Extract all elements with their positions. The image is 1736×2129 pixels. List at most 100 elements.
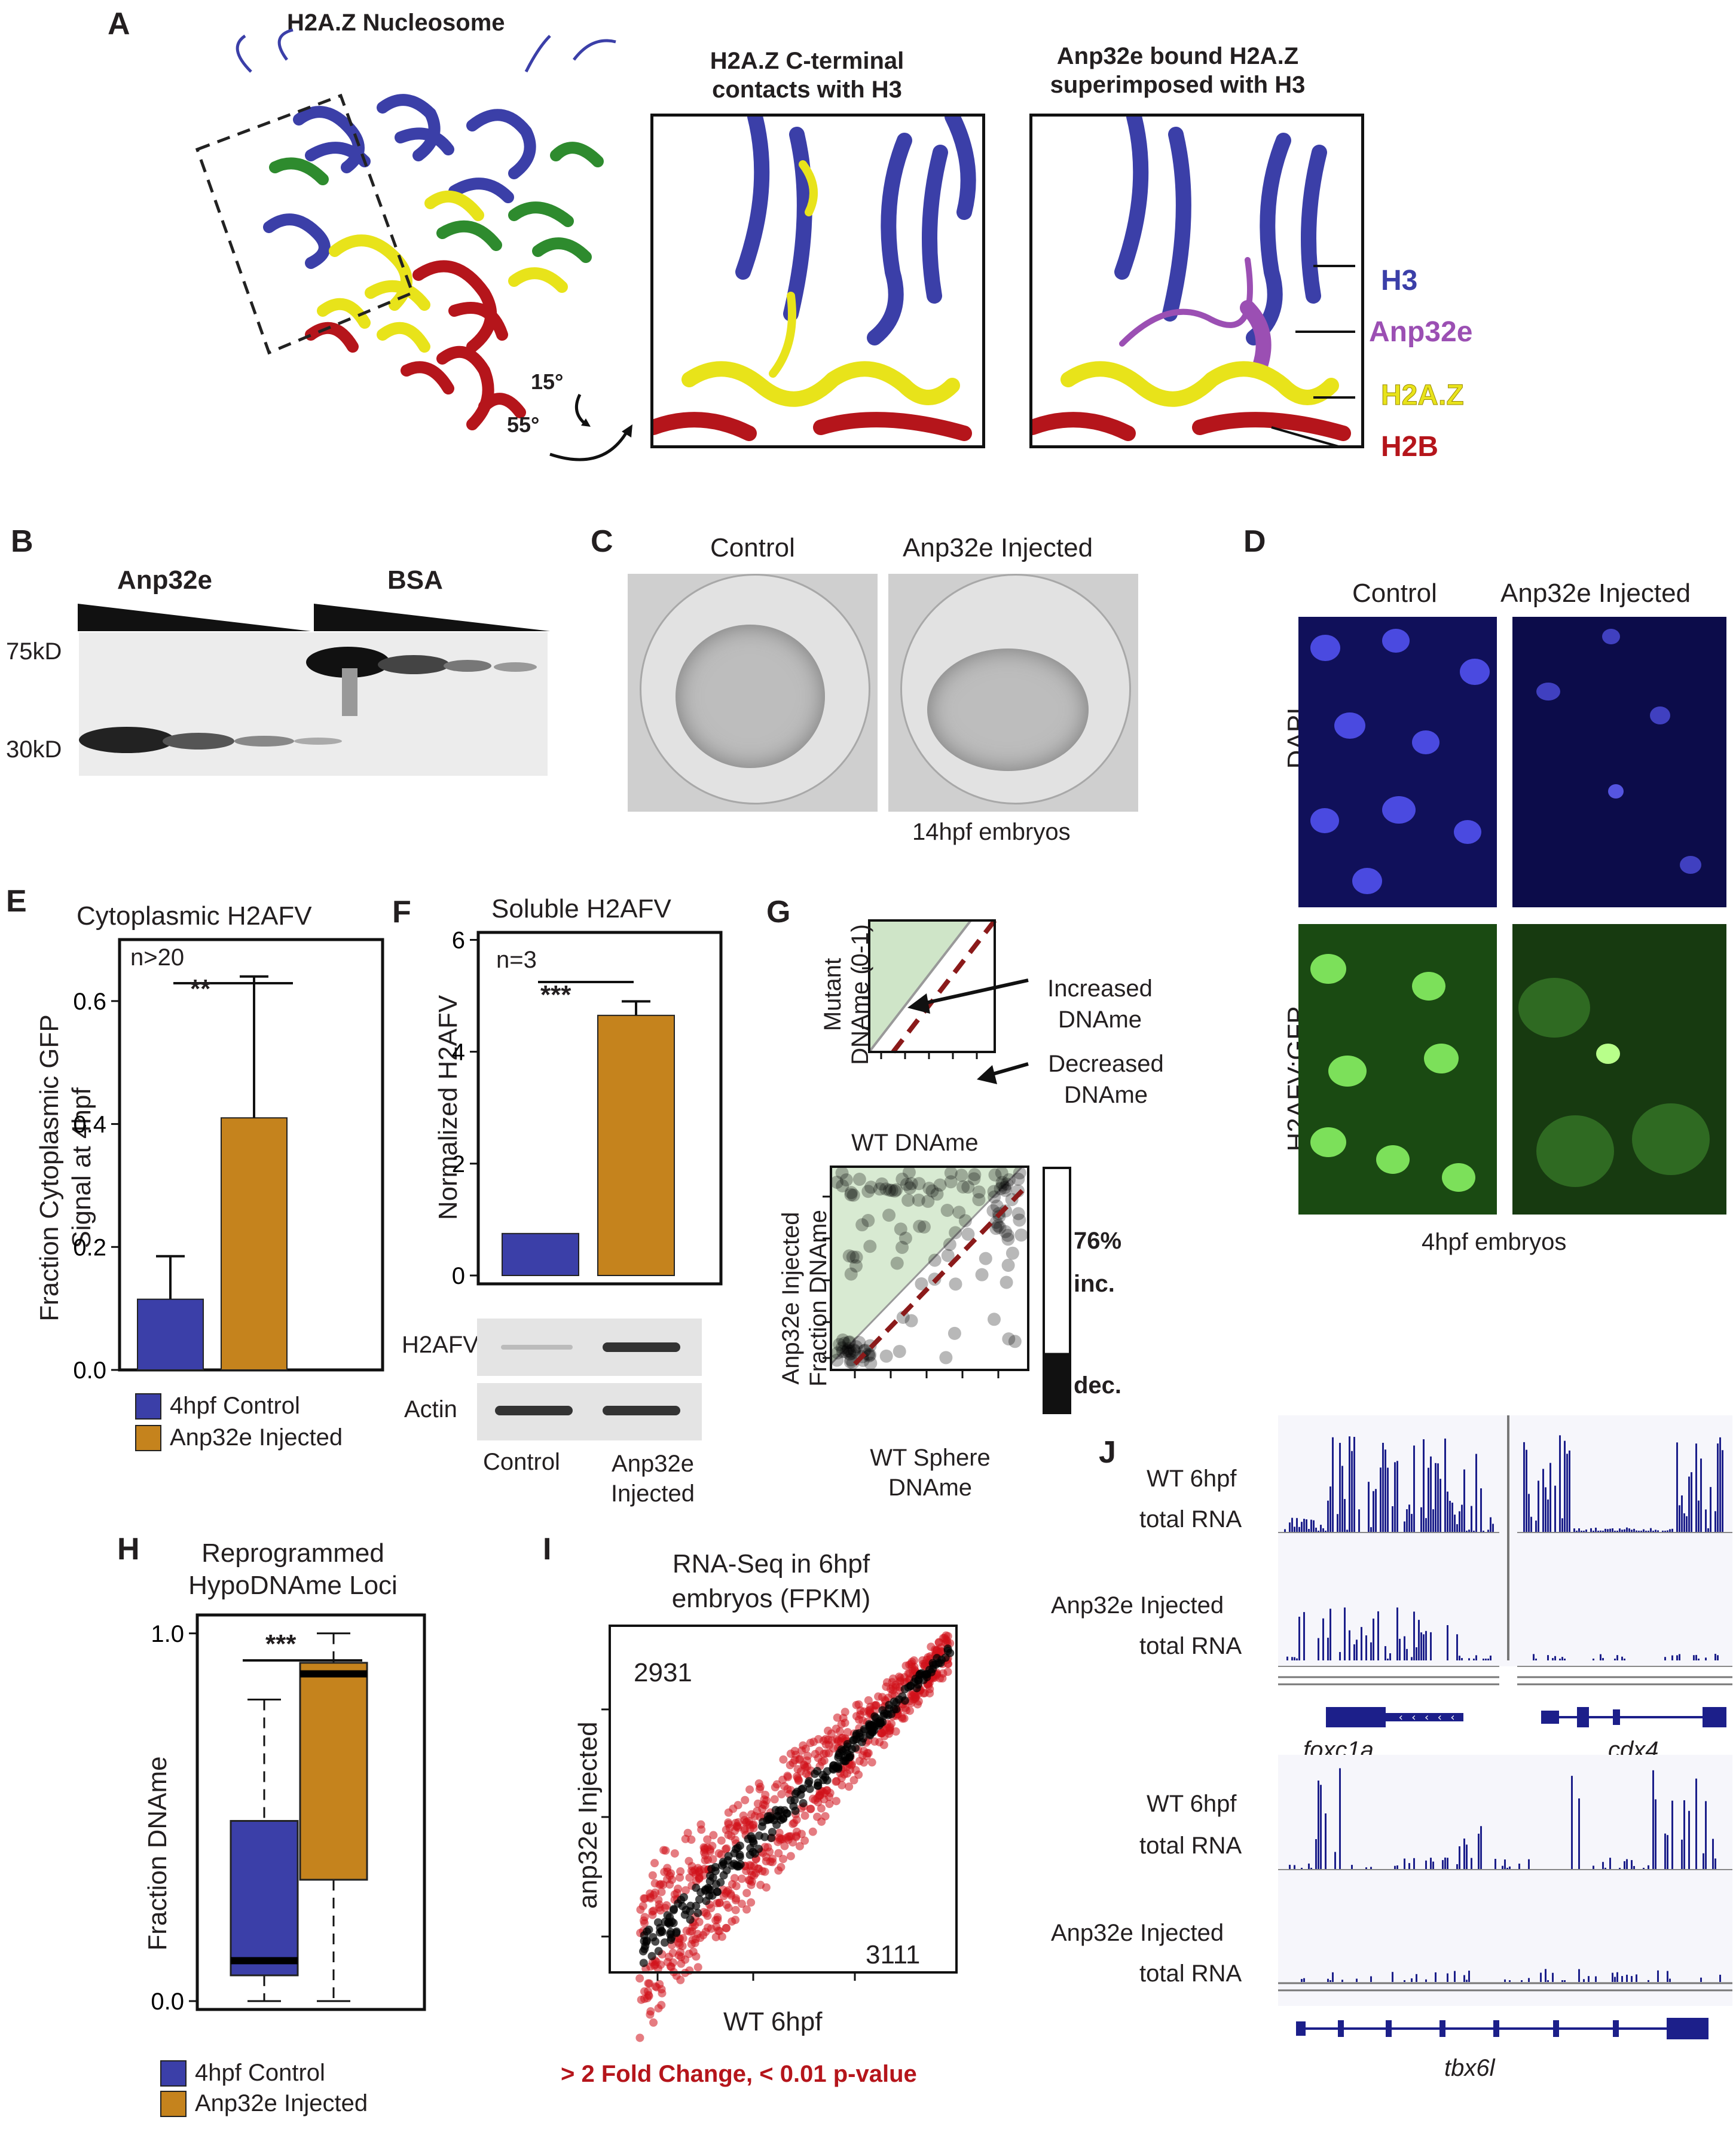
i-point-changed xyxy=(747,1898,756,1907)
i-point xyxy=(811,1769,820,1778)
j-coverage-bar xyxy=(1308,1863,1310,1870)
j-coverage-bar xyxy=(1339,1651,1341,1660)
j-gene-model-tbx6l xyxy=(1296,2018,1709,2039)
j-coverage-bar xyxy=(1356,1978,1358,1982)
j-coverage-bar xyxy=(1686,1516,1688,1532)
j-coverage-bar xyxy=(1671,1528,1673,1532)
i-point-changed xyxy=(870,1737,879,1746)
g-point xyxy=(846,1250,860,1264)
i-point xyxy=(843,1742,852,1751)
i-point-changed xyxy=(806,1804,815,1813)
panel-h-title-1: Reprogrammed xyxy=(201,1538,384,1568)
g-point xyxy=(958,1214,972,1228)
j-coverage-bar xyxy=(1569,1450,1570,1532)
g-point xyxy=(852,1173,866,1186)
j-coverage-bar xyxy=(1600,1654,1601,1660)
g-point xyxy=(864,1356,878,1370)
j-coverage-bar xyxy=(1683,1513,1685,1532)
j-coverage-bar xyxy=(1387,1659,1389,1660)
j-coverage-bar xyxy=(1475,1454,1477,1532)
j-track4-line2: total RNA xyxy=(1139,1960,1242,1987)
f-ytick-label: 2 xyxy=(452,1151,465,1177)
j-coverage-bar xyxy=(1449,1501,1451,1532)
panel-g-schem-xlabel: WT DNAme xyxy=(851,1130,979,1156)
j-coverage-bar xyxy=(1425,1518,1427,1532)
j-coverage-bar xyxy=(1368,1482,1370,1532)
g-point xyxy=(915,1277,928,1291)
panel-g-scatter xyxy=(823,1166,1029,1378)
j-coverage-bar xyxy=(1301,1522,1303,1532)
j-coverage-bar xyxy=(1619,1868,1621,1870)
j-coverage-bar xyxy=(1604,1528,1606,1532)
i-point-changed xyxy=(920,1688,929,1697)
i-point-changed xyxy=(939,1669,948,1678)
i-point-changed xyxy=(724,1820,733,1829)
j-coverage-bar xyxy=(1463,1839,1465,1870)
g-point xyxy=(933,1178,947,1192)
j-coverage-bar xyxy=(1351,1451,1353,1532)
g-point xyxy=(893,1345,906,1359)
j-coverage-bar xyxy=(1480,1488,1482,1532)
j-coverage-bar xyxy=(1722,1450,1723,1532)
i-point-changed xyxy=(678,1941,687,1950)
g-point xyxy=(972,1185,986,1199)
j-coverage-bar xyxy=(1399,1638,1401,1660)
panel-i-title: RNA-Seq in 6hpf embryos (FPKM) xyxy=(634,1547,909,1616)
j-coverage-bar xyxy=(1411,1978,1413,1982)
j-coverage-bar xyxy=(1329,1980,1331,1982)
j-coverage-bar xyxy=(1432,1861,1434,1870)
i-point-changed xyxy=(821,1749,830,1758)
panel-h-significance: *** xyxy=(265,1629,297,1659)
j-coverage-bar xyxy=(1693,1655,1695,1660)
j-coverage-bar xyxy=(1595,1527,1597,1532)
g-point xyxy=(956,1180,970,1194)
rotation-label-15: 15° xyxy=(531,369,564,394)
g-point xyxy=(967,1172,981,1186)
j-coverage-bar xyxy=(1344,1607,1346,1660)
g-point xyxy=(848,1344,861,1358)
i-point-changed xyxy=(737,1899,746,1908)
panel-h-label: H xyxy=(117,1532,140,1567)
i-point xyxy=(717,1861,726,1870)
i-point-changed xyxy=(817,1757,826,1766)
i-point-changed xyxy=(742,1905,751,1914)
j-track2-line1: Anp32e Injected xyxy=(1051,1592,1224,1619)
i-point xyxy=(814,1778,823,1787)
g-point xyxy=(879,1182,893,1196)
j-coverage-bar xyxy=(1473,1659,1475,1660)
rotation-arrow-icon xyxy=(549,393,632,461)
i-point-changed xyxy=(824,1726,833,1735)
j-coverage-bar xyxy=(1337,1514,1338,1532)
panel-c-caption: 14hpf embryos xyxy=(912,819,1071,845)
i-point-changed xyxy=(697,1825,706,1834)
g-point xyxy=(841,1344,855,1357)
j-coverage-bar xyxy=(1542,1469,1544,1532)
j-coverage-bar xyxy=(1471,1506,1472,1532)
i-point-changed xyxy=(833,1713,842,1722)
j-coverage-bar xyxy=(1583,1979,1585,1982)
j-coverage-bar xyxy=(1571,1776,1573,1870)
j-coverage-bar xyxy=(1370,1527,1372,1532)
i-point-changed xyxy=(728,1917,736,1926)
j-coverage-bar xyxy=(1339,1768,1341,1870)
i-point-changed xyxy=(653,1964,662,1973)
embryo-injected-image xyxy=(888,574,1138,812)
g-point xyxy=(888,1184,901,1198)
g-point xyxy=(1013,1213,1026,1227)
i-point xyxy=(748,1837,757,1846)
j-coverage-bar xyxy=(1643,1868,1645,1870)
j-coverage-bar xyxy=(1490,1517,1492,1532)
i-point-changed xyxy=(753,1799,762,1808)
j-browser-bottom xyxy=(1278,1755,1732,2006)
g-point xyxy=(912,1177,926,1191)
i-point-changed xyxy=(741,1795,750,1804)
j-gene-tbx6l: tbx6l xyxy=(1444,2055,1495,2081)
i-point-changed xyxy=(722,1923,731,1932)
panel-g-arrows xyxy=(907,978,1029,1084)
j-coverage-bar xyxy=(1707,1528,1709,1532)
g-point xyxy=(1011,1172,1025,1186)
j-coverage-bar xyxy=(1461,1504,1463,1532)
i-point xyxy=(670,1905,678,1914)
g-point xyxy=(913,1219,927,1233)
g-point xyxy=(873,1182,887,1196)
